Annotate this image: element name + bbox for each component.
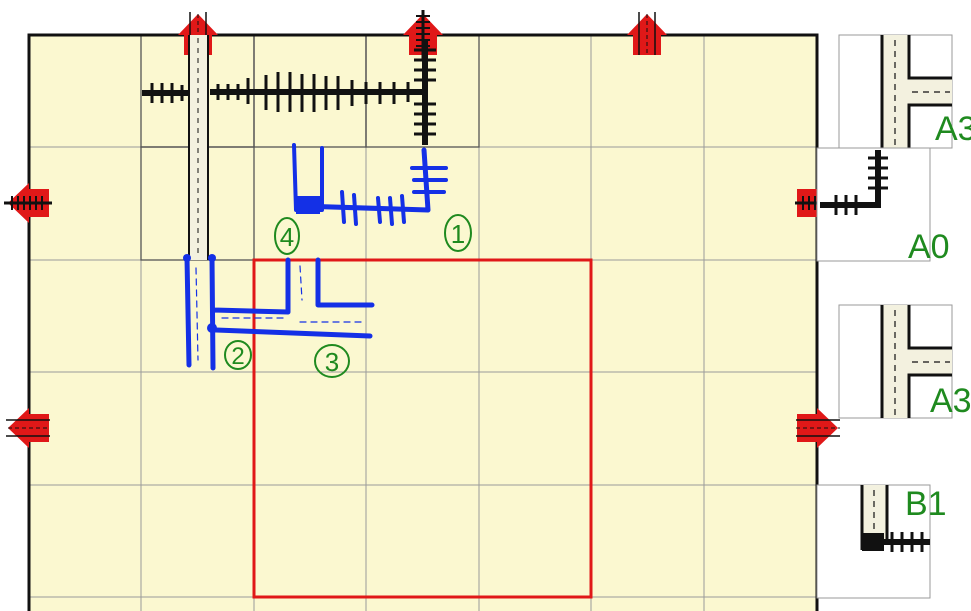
entry-arrow-right-2 — [796, 408, 840, 448]
side-tile-b1[interactable]: B1 — [816, 484, 947, 599]
blue-sketch — [183, 143, 448, 371]
road-vertical — [188, 35, 209, 260]
side-tile-a0[interactable]: A0 — [816, 147, 950, 266]
step-2-circle — [224, 340, 252, 370]
side-tile-label-2: A0 — [908, 228, 950, 266]
step-3-circle — [314, 344, 350, 378]
entry-arrow-top-3 — [627, 12, 667, 55]
entry-arrow-left-1 — [4, 183, 52, 223]
step-annotations: 1 4 2 3 — [224, 214, 472, 378]
side-tiles: A3 A0 A3 — [816, 34, 971, 599]
step-2-label: 2 — [231, 343, 244, 370]
blue-route-step-3 — [315, 257, 375, 308]
side-tile-label-1: A3 — [935, 110, 971, 148]
highlight-region — [252, 258, 593, 599]
step-3-label: 3 — [325, 347, 339, 377]
side-tile-label-3: A3 — [930, 382, 971, 420]
side-tile-a3-top[interactable]: A3 — [838, 34, 971, 149]
step-1-circle — [444, 214, 472, 252]
step-4-circle — [274, 217, 300, 255]
rail-horizontal — [142, 40, 436, 145]
entry-arrow-left-2 — [6, 408, 50, 448]
side-tile-label-4: B1 — [905, 485, 947, 523]
blue-route-step-2 — [184, 255, 373, 371]
step-1-label: 1 — [451, 219, 465, 249]
step-4-label: 4 — [280, 222, 294, 252]
side-tile-a3-bottom[interactable]: A3 — [838, 304, 971, 420]
placed-track — [142, 35, 436, 260]
